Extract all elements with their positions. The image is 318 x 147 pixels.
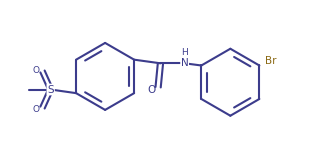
Text: O: O [33, 66, 40, 75]
Text: H: H [181, 48, 188, 57]
Text: O: O [33, 105, 40, 113]
Text: Br: Br [265, 56, 276, 66]
Text: O: O [148, 85, 156, 95]
Text: N: N [181, 58, 189, 68]
Text: S: S [47, 85, 54, 95]
